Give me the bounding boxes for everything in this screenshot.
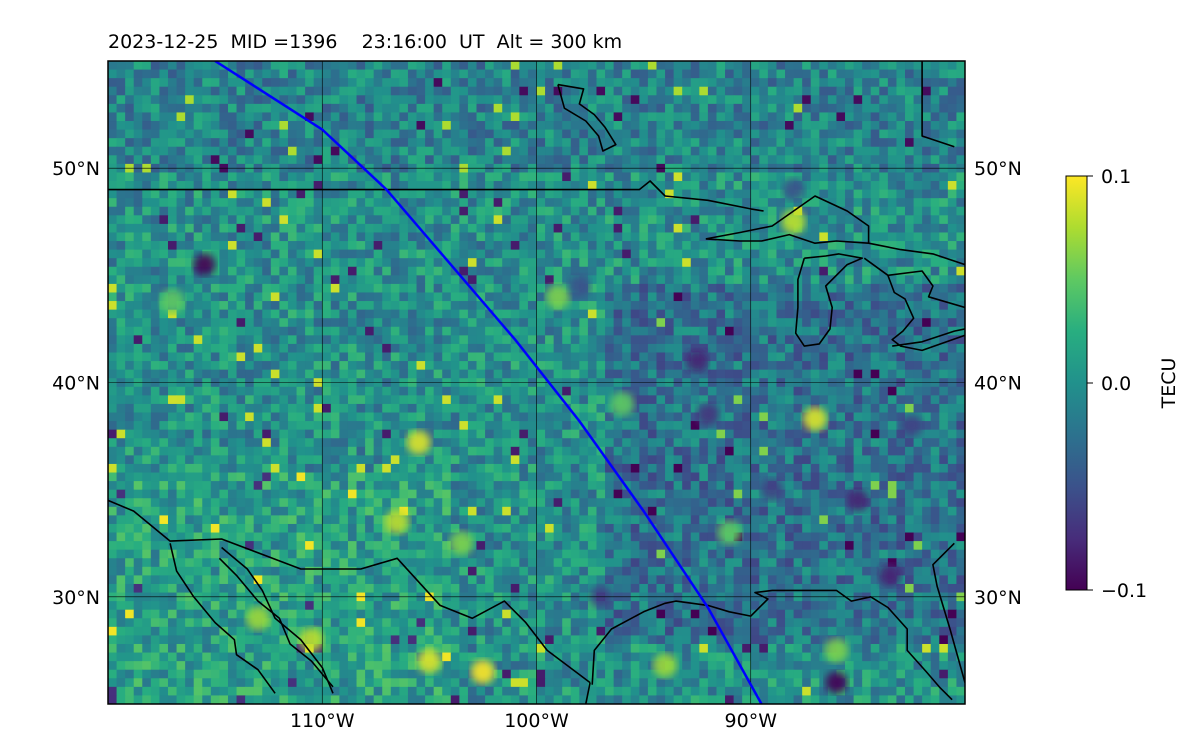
- hotspot-mark: [610, 391, 635, 416]
- colorbar-label: TECU: [1158, 358, 1180, 410]
- coastline-superior: [705, 195, 870, 244]
- coastline-mainland-coast-sw: [221, 546, 334, 694]
- coldspot-mark: [686, 350, 709, 373]
- colorbar: 0.1 0.0 −0.1 TECU: [1065, 166, 1180, 602]
- coastline-mexico-gulf-coast: [584, 682, 591, 704]
- hotspot-mark: [449, 531, 474, 556]
- coastline-erie: [892, 328, 965, 347]
- colorbar-tick-label: 0.1: [1101, 166, 1131, 188]
- tick-labels: 110°W 100°W 90°W 30°N 30°N 40°N 40°N 50°N 50°N: [52, 158, 1022, 732]
- coastline-winnipeg: [557, 83, 617, 152]
- chart-title: 2023-12-25 MID =1396 23:16:00 UT Alt = 3…: [108, 31, 622, 53]
- coldspot-mark: [568, 275, 591, 298]
- hotspot-mark: [545, 284, 570, 309]
- y-tick-label-left: 50°N: [52, 158, 100, 180]
- map-panel: [108, 61, 965, 704]
- colorbar-tick-label: −0.1: [1101, 580, 1147, 602]
- hotspot-mark: [824, 638, 849, 663]
- track-line: [214, 61, 763, 704]
- coldspot-mark: [900, 414, 923, 437]
- hotspot-mark: [245, 606, 270, 631]
- colorbar-tick-label: 0.0: [1101, 373, 1131, 395]
- tec-hotspots: [160, 178, 923, 694]
- tec-heatmap: [108, 61, 965, 704]
- coldspot-mark: [879, 564, 902, 587]
- coldspot-mark: [825, 671, 848, 694]
- hotspot-mark: [717, 520, 742, 545]
- coastline-us-canada-border: [108, 180, 764, 212]
- coastline-gulf-california: [218, 557, 334, 688]
- x-tick-label: 110°W: [290, 710, 355, 732]
- hotspot-mark: [417, 649, 442, 674]
- coldspot-mark: [696, 403, 719, 426]
- satellite-track: [214, 61, 763, 704]
- hotspot-mark: [299, 627, 324, 652]
- x-tick-label: 100°W: [504, 710, 569, 732]
- coldspot-mark: [846, 489, 869, 512]
- coldspot-mark: [782, 178, 805, 201]
- hotspot-mark: [385, 509, 410, 534]
- gridlines: [108, 61, 965, 704]
- map-frame: [107, 60, 966, 705]
- coldspot-mark: [193, 253, 216, 276]
- coastline-huron-georgian: [887, 270, 965, 309]
- hotspot-mark: [160, 289, 185, 314]
- colorbar-gradient: [1065, 175, 1088, 591]
- coastline-gulf-texas-louisiana: [591, 589, 953, 701]
- coastline-huron: [863, 257, 965, 352]
- hotspot-mark: [406, 430, 431, 455]
- coastline-gulf-coast: [932, 542, 965, 683]
- colorbar-ticks: 0.1 0.0 −0.1: [1087, 166, 1147, 602]
- coastline-st-marys-huron-north: [868, 242, 965, 266]
- coastline-us-mexico-border: [108, 499, 591, 684]
- y-tick-label-right: 50°N: [974, 158, 1022, 180]
- y-tick-label-right: 40°N: [974, 373, 1022, 395]
- y-tick-label-left: 30°N: [52, 587, 100, 609]
- hotspot-mark: [803, 406, 828, 431]
- hotspot-mark: [781, 209, 806, 234]
- x-tick-label: 90°W: [725, 710, 778, 732]
- coldspot-mark: [761, 478, 784, 501]
- hotspot-mark: [653, 653, 678, 678]
- y-tick-label-left: 40°N: [52, 373, 100, 395]
- y-tick-label-right: 30°N: [974, 587, 1022, 609]
- coastline-hudson-bay: [921, 61, 955, 148]
- hotspot-mark: [470, 659, 495, 684]
- coastline-baja-peninsula: [169, 543, 276, 694]
- coastline-michigan: [794, 253, 863, 347]
- coastlines: [108, 61, 965, 704]
